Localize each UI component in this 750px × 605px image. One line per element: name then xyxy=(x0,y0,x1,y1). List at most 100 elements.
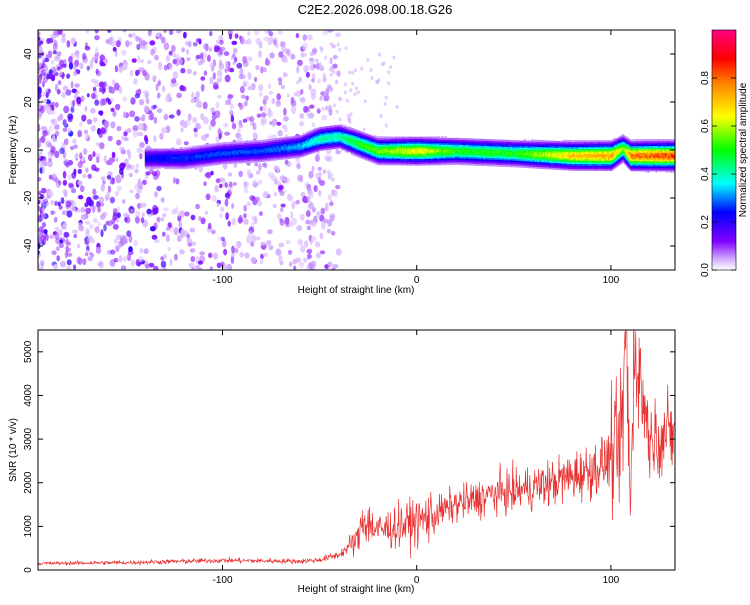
spectrogram-ridge-cell xyxy=(308,144,311,147)
spectrogram-ridge-cell xyxy=(347,128,350,130)
spectrogram-ridge-cell xyxy=(346,151,349,154)
spectrogram-ridge-cell xyxy=(364,154,366,157)
spectrogram-ridge-cell xyxy=(347,139,350,142)
spectrogram-ridge-cell xyxy=(338,138,340,141)
spectrogram-ridge-cell xyxy=(271,143,273,146)
spectrogram-ridge-cell xyxy=(366,140,368,143)
spectrogram-ridge-cell xyxy=(332,128,334,131)
spectrogram-noise-blob xyxy=(253,216,258,225)
spectrogram-noise-blob xyxy=(135,192,140,200)
spectrogram-ridge-cell xyxy=(187,158,189,161)
spectrogram-ridge-cell xyxy=(371,147,373,150)
spectrogram-ridge-cell xyxy=(255,142,257,144)
spectrogram-ridge-cell xyxy=(345,130,348,133)
spectrogram-noise-blob xyxy=(73,70,78,77)
spectrogram-ridge-cell xyxy=(192,159,194,162)
spectrogram-ridge-cell xyxy=(283,157,286,160)
spectrogram-ridge-cell xyxy=(256,143,258,146)
spectrogram-ridge-cell xyxy=(192,162,194,165)
spectrogram-ridge-cell xyxy=(394,138,396,141)
spectrogram-ridge-cell xyxy=(352,133,354,136)
spectrogram-ridge-cell xyxy=(191,166,193,169)
spectrogram-ridge-cell xyxy=(279,137,282,140)
spectrogram-ridge-cell xyxy=(232,153,234,156)
spectrogram-ridge-cell xyxy=(214,160,217,163)
spectrogram-ridge-cell xyxy=(294,149,296,152)
spectrogram-ridge-cell xyxy=(270,159,272,162)
spectrogram-noise-blob xyxy=(309,51,315,56)
spectrogram-ridge-cell xyxy=(156,165,158,168)
spectrogram-ridge-cell xyxy=(359,156,361,159)
spectrogram-ridge-cell xyxy=(174,148,177,151)
spectrogram-ridge-cell xyxy=(342,136,345,139)
spectrogram-ridge-cell xyxy=(332,125,334,128)
spectrogram-noise-blob xyxy=(140,58,144,64)
spectrogram-ridge-cell xyxy=(177,155,180,158)
spectrogram-ridge-cell xyxy=(369,134,371,137)
spectrogram-noise-blob xyxy=(280,207,284,213)
spectrogram-ridge-cell xyxy=(353,152,355,155)
spectrogram-ridge-cell xyxy=(376,137,379,140)
spectrogram-ridge-cell xyxy=(320,142,322,144)
spectrogram-ridge-cell xyxy=(313,135,316,138)
spectrogram-ridge-cell xyxy=(314,137,317,139)
spectrogram-ridge-cell xyxy=(281,145,284,148)
spectrogram-ridge-cell xyxy=(262,156,264,159)
spectrogram-ridge-cell xyxy=(354,132,356,135)
spectrogram-ridge-cell xyxy=(148,153,151,156)
spectrogram-ridge-cell xyxy=(355,149,357,152)
spectrogram-ridge-cell xyxy=(278,149,281,152)
spectrogram-noise-blob xyxy=(237,128,241,133)
spectrogram-ridge-cell xyxy=(258,160,260,163)
spectrogram-ridge-cell xyxy=(275,150,278,152)
spectrogram-ridge-cell xyxy=(171,155,173,158)
spectrogram-noise-blob xyxy=(191,241,197,246)
spectrogram-noise-blob xyxy=(156,185,162,192)
spectrogram-ridge-cell xyxy=(299,154,301,156)
spectrogram-ridge-cell xyxy=(263,141,265,144)
spectrogram-ridge-cell xyxy=(305,140,307,143)
spectrogram-ridge-cell xyxy=(217,151,219,154)
spectrogram-noise-blob xyxy=(328,201,334,207)
spectrogram-ridge-cell xyxy=(147,160,150,163)
spectrogram-ridge-cell xyxy=(211,160,214,163)
spectrogram-ridge-cell xyxy=(382,146,385,149)
spectrogram-noise-blob xyxy=(77,161,83,169)
spectrogram-ridge-cell xyxy=(376,142,379,145)
spectrogram-noise-blob xyxy=(316,211,321,218)
spectrogram-noise-blob xyxy=(219,212,223,218)
spectrogram-ridge-cell xyxy=(326,148,328,150)
spectrogram-ridge-cell xyxy=(394,155,396,157)
spectrogram-ridge-cell xyxy=(293,139,295,142)
spectrogram-ridge-cell xyxy=(173,160,176,163)
spectrogram-ridge-cell xyxy=(312,141,315,144)
spectrogram-ridge-cell xyxy=(199,146,201,149)
spectrogram-ridge-cell xyxy=(231,143,233,146)
spectrogram-ridge-cell xyxy=(270,155,272,158)
spectrogram-ridge-cell xyxy=(251,152,253,155)
spectrogram-ridge-cell xyxy=(269,144,271,146)
spectrogram-ridge-cell xyxy=(304,144,306,147)
spectrogram-ridge-cell xyxy=(227,152,229,155)
spectrogram-ridge-cell xyxy=(198,145,200,148)
spectrogram-noise-blob xyxy=(118,255,123,263)
spectrogram-ridge-cell xyxy=(190,161,192,164)
spectrogram-ridge-cell xyxy=(246,144,249,147)
spectrogram-ridge-cell xyxy=(233,158,235,161)
spectrogram-ridge-cell xyxy=(226,160,228,163)
spectrogram-ridge-cell xyxy=(265,159,267,162)
spectrogram-ridge-cell xyxy=(383,153,386,156)
spectrogram-ridge-cell xyxy=(299,145,301,148)
spectrogram-noise-blob xyxy=(206,54,211,62)
spectrogram-ridge-cell xyxy=(334,135,336,138)
spectrogram-ridge-cell xyxy=(301,150,303,153)
spectrogram-ridge-cell xyxy=(223,150,225,153)
spectrogram-ridge-cell xyxy=(294,139,296,142)
spectrogram-ridge-cell xyxy=(181,157,184,160)
spectrogram-ridge-cell xyxy=(208,157,211,160)
spectrogram-noise-blob xyxy=(112,212,118,221)
spectrogram-ridge-cell xyxy=(241,161,244,164)
spectrogram-noise-blob xyxy=(118,66,124,73)
spectrogram-noise-blob xyxy=(82,173,87,179)
spectrogram-ridge-cell xyxy=(167,158,169,161)
